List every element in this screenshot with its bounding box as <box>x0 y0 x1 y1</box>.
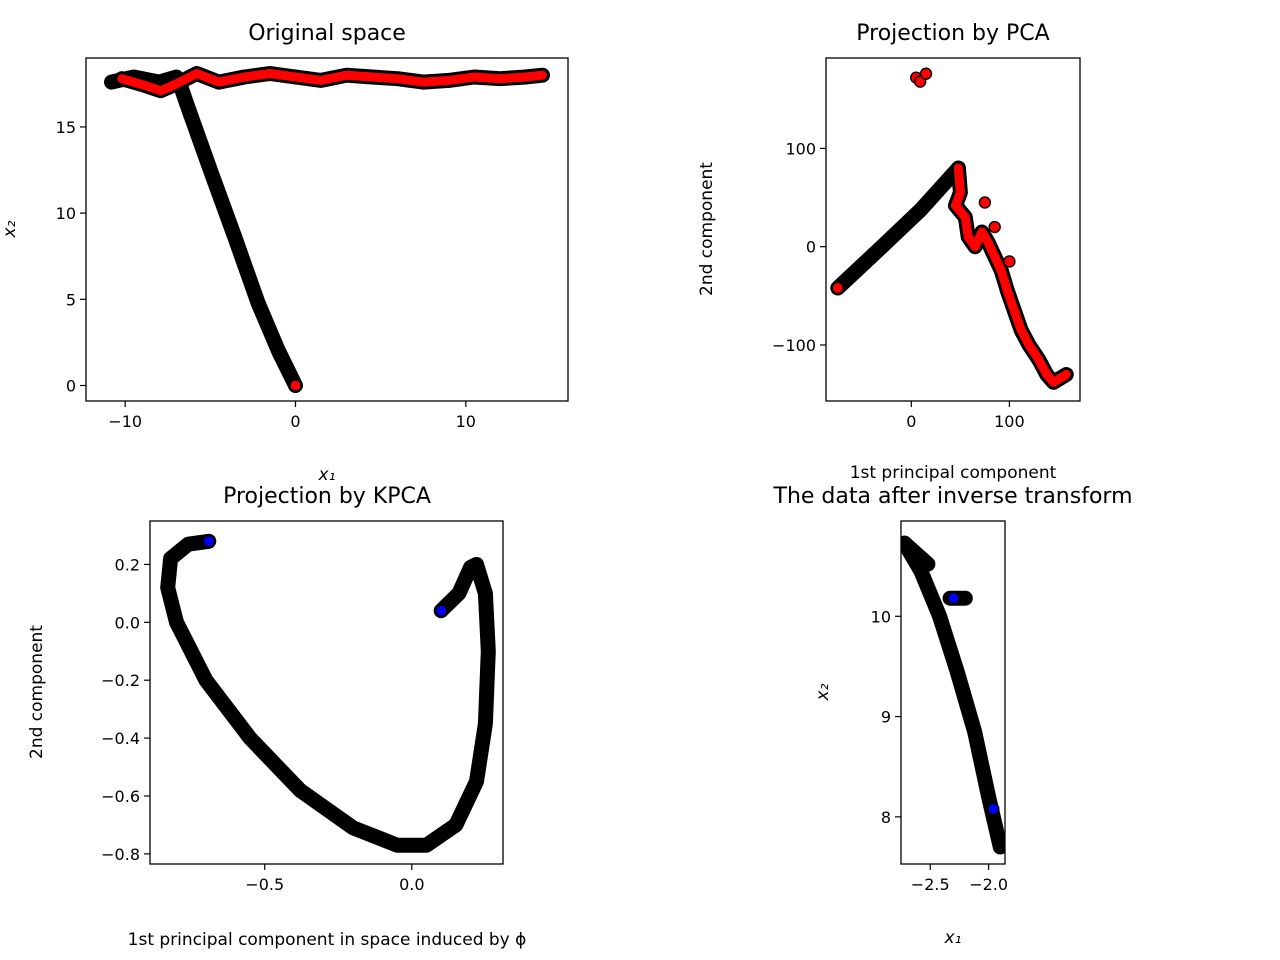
panel-1-ylabel: x₂ <box>0 220 20 238</box>
panel-2-frame <box>825 57 1081 402</box>
series-3-point-0 <box>289 379 302 392</box>
panel-4-marks <box>901 535 1005 855</box>
x-tick-label: 10 <box>456 412 476 431</box>
y-tick-label: −100 <box>772 336 816 355</box>
panel-2-marks <box>830 67 1074 390</box>
panel-inverse-transform: The data after inverse transform x₁ x₂ −… <box>773 484 1133 948</box>
x-tick-label: −0.5 <box>245 875 284 894</box>
series-1-band <box>901 535 936 572</box>
panel-4-frame <box>900 520 1006 865</box>
panel-2-yticks: −100 0 100 <box>772 139 826 355</box>
series-2-point-6 <box>1003 255 1016 268</box>
x-tick-label: 100 <box>994 412 1025 431</box>
panel-3-frame <box>149 520 504 865</box>
panel-1-frame <box>85 57 569 402</box>
x-tick-label: 0.0 <box>399 875 424 894</box>
series-0-band <box>160 533 496 853</box>
series-0-band <box>830 160 966 296</box>
panel-1-yticks: 0 5 10 15 <box>56 118 86 395</box>
panel-2-xticks: 0 100 <box>906 401 1025 431</box>
panel-1-title: Original space <box>248 21 406 46</box>
x-tick-label: −2.0 <box>969 875 1008 894</box>
panel-original-space: Original space x₁ x₂ −10 0 10 0 5 10 15 <box>0 21 569 485</box>
series-0-band <box>901 535 1005 855</box>
panel-4-xlabel: x₁ <box>944 928 962 948</box>
y-tick-label: 100 <box>785 139 816 158</box>
y-tick-label: 0 <box>66 376 76 395</box>
panel-pca: Projection by PCA 1st principal componen… <box>697 21 1081 483</box>
y-tick-label: 5 <box>66 290 76 309</box>
y-tick-label: 0.2 <box>115 555 140 574</box>
series-1-point-1 <box>435 604 448 617</box>
series-1-core <box>951 163 1071 387</box>
y-tick-label: 0.0 <box>115 613 140 632</box>
panel-1-marks <box>104 66 550 393</box>
panel-3-ylabel: 2nd component <box>27 625 47 759</box>
y-tick-label: −0.4 <box>101 729 140 748</box>
series-2-point-0 <box>831 281 844 295</box>
series-1-point-0 <box>202 535 216 548</box>
y-tick-label: 10 <box>871 607 891 626</box>
y-tick-label: −0.2 <box>101 671 140 690</box>
y-tick-label: 0 <box>806 238 816 257</box>
y-tick-label: 15 <box>56 118 76 137</box>
series-3-point-0 <box>947 592 960 605</box>
panel-1-xticks: −10 0 10 <box>108 401 476 431</box>
series-2-core <box>117 69 547 96</box>
panel-2-title: Projection by PCA <box>856 21 1049 46</box>
panel-kpca: Projection by KPCA 1st principal compone… <box>27 484 526 950</box>
series-0-band <box>170 71 303 393</box>
series-2-point-3 <box>919 67 933 80</box>
x-tick-label: −10 <box>108 412 142 431</box>
panel-3-yticks: −0.8 −0.6 −0.4 −0.2 0.0 0.2 <box>101 555 150 864</box>
series-2-point-4 <box>978 196 992 209</box>
panel-1-xlabel: x₁ <box>318 465 336 485</box>
panel-3-marks <box>160 533 496 853</box>
panel-3-xticks: −0.5 0.0 <box>245 864 425 894</box>
panel-4-ylabel: x₂ <box>813 683 833 701</box>
series-2-point-5 <box>988 220 1001 234</box>
y-tick-label: 9 <box>881 708 891 727</box>
panel-4-yticks: 8 9 10 <box>871 607 901 827</box>
panel-4-xticks: −2.5 −2.0 <box>911 864 1008 894</box>
y-tick-label: 10 <box>56 204 76 223</box>
x-tick-label: 0 <box>290 412 300 431</box>
x-tick-label: 0 <box>906 412 916 431</box>
y-tick-label: −0.8 <box>101 845 140 864</box>
y-tick-label: 8 <box>881 808 891 827</box>
series-3-point-1 <box>987 802 1000 816</box>
panel-3-title: Projection by KPCA <box>223 484 431 509</box>
panel-4-title: The data after inverse transform <box>773 484 1133 509</box>
panel-2-xlabel: 1st principal component <box>850 463 1057 483</box>
y-tick-label: −0.6 <box>101 787 140 806</box>
x-tick-label: −2.5 <box>911 875 950 894</box>
panel-2-ylabel: 2nd component <box>697 162 717 296</box>
panel-3-xlabel: 1st principal component in space induced… <box>128 930 527 950</box>
